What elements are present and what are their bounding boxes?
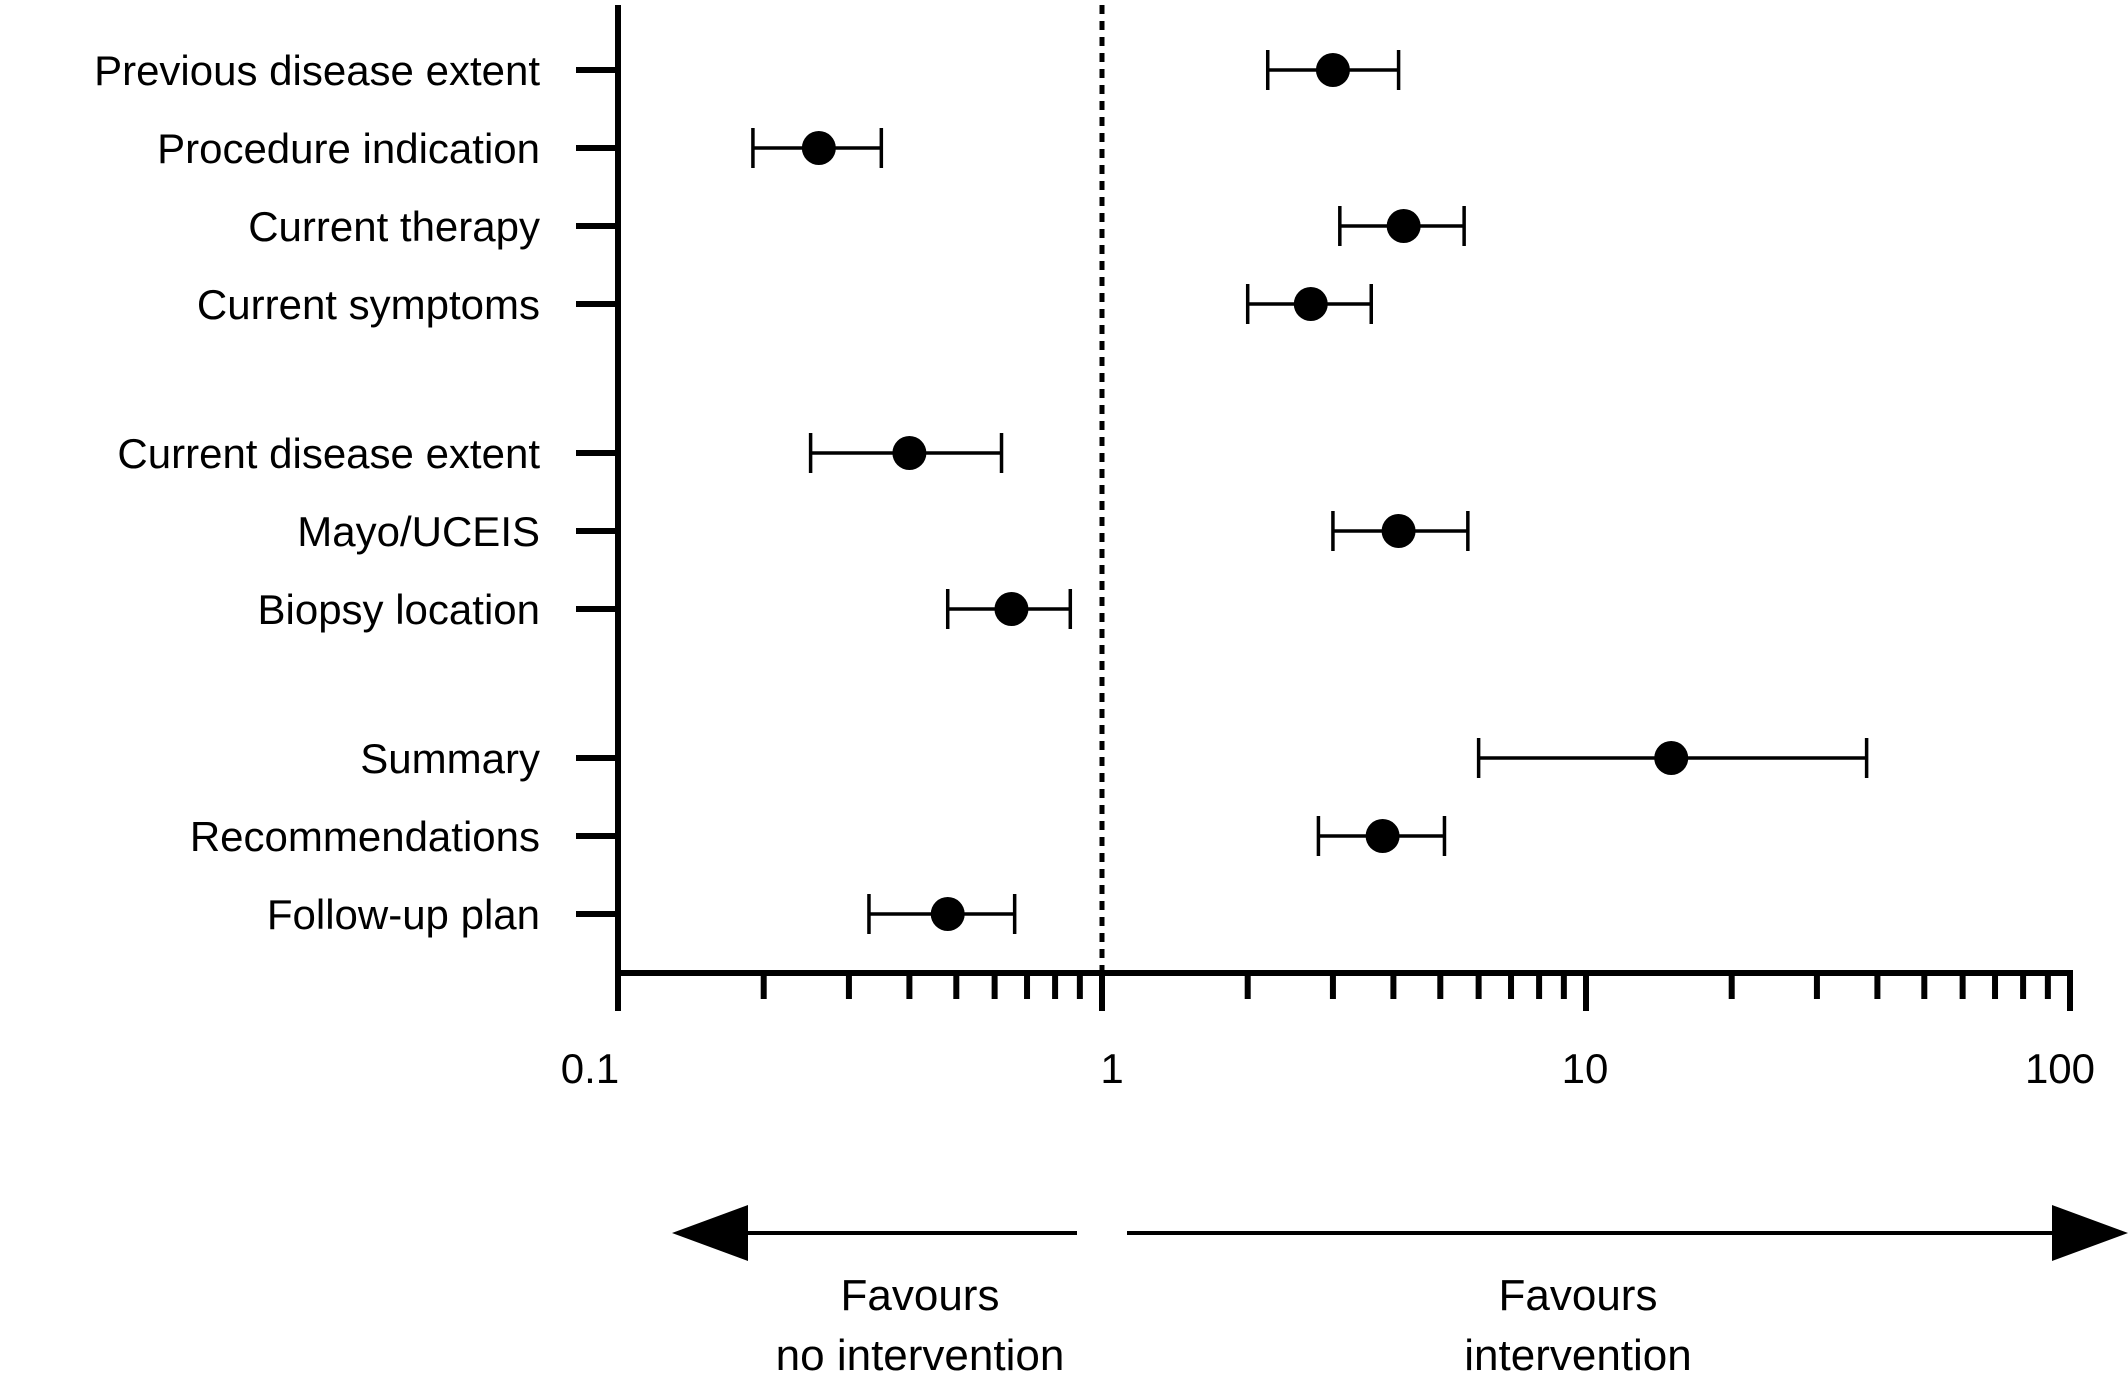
row-label: Recommendations — [190, 813, 540, 860]
left-arrow — [672, 1205, 1077, 1261]
row-label: Mayo/UCEIS — [297, 508, 540, 555]
row-label: Current disease extent — [117, 430, 540, 477]
favours-right-line2: intervention — [1464, 1331, 1691, 1380]
estimate-point — [892, 436, 927, 470]
x-tick-label-2: 10 — [1562, 1045, 1609, 1092]
row-label: Biopsy location — [258, 586, 541, 633]
forest-row: Biopsy location — [258, 586, 1073, 633]
row-label: Summary — [360, 735, 540, 782]
favours-left-line2: no intervention — [776, 1331, 1065, 1380]
estimate-point — [930, 897, 965, 931]
forest-row: Summary — [360, 735, 1869, 782]
estimate-point — [801, 131, 836, 165]
rows-layer: Previous disease extent Procedure indicat… — [94, 47, 1869, 938]
favours-left-line1: Favours — [841, 1271, 1000, 1320]
estimate-point — [1365, 819, 1400, 853]
x-tick-label-0: 0.1 — [561, 1045, 619, 1092]
estimate-point — [1654, 741, 1689, 775]
forest-row: Current symptoms — [197, 281, 1374, 328]
row-label: Current symptoms — [197, 281, 540, 328]
right-arrow-head — [2052, 1205, 2128, 1261]
row-label: Follow-up plan — [267, 891, 540, 938]
forest-row: Mayo/UCEIS — [297, 508, 1470, 555]
estimate-point — [1315, 53, 1350, 87]
left-arrow-head — [672, 1205, 748, 1261]
right-arrow — [1127, 1205, 2128, 1261]
forest-row: Procedure indication — [157, 125, 884, 172]
forest-row: Follow-up plan — [267, 891, 1017, 938]
forest-row: Current therapy — [248, 203, 1466, 250]
row-label: Previous disease extent — [94, 47, 540, 94]
row-label: Procedure indication — [157, 125, 540, 172]
estimate-point — [1293, 287, 1328, 321]
forest-row: Current disease extent — [117, 430, 1004, 477]
row-label: Current therapy — [248, 203, 540, 250]
ticks-layer — [615, 970, 2073, 1011]
x-tick-label-1: 1 — [1100, 1045, 1123, 1092]
estimate-point — [1381, 514, 1416, 548]
x-tick-label-3: 100 — [2025, 1045, 2095, 1092]
axes-layer — [615, 5, 2073, 1010]
favours-right-line1: Favours — [1499, 1271, 1658, 1320]
forest-row: Previous disease extent — [94, 47, 1401, 94]
forest-row: Recommendations — [190, 813, 1447, 860]
estimate-point — [994, 592, 1029, 626]
estimate-point — [1386, 209, 1421, 243]
